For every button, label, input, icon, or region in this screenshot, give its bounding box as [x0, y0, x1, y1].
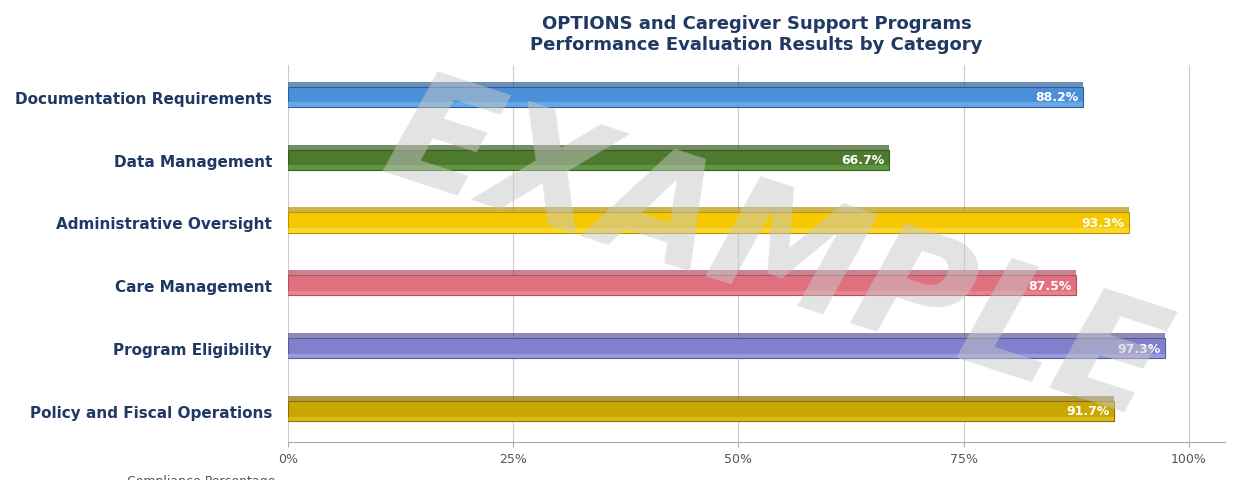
Bar — [288, 150, 889, 170]
Bar — [288, 291, 1076, 296]
Bar — [288, 354, 1164, 359]
Text: 97.3%: 97.3% — [1117, 342, 1161, 355]
Bar — [288, 145, 889, 150]
Bar — [288, 228, 1128, 233]
Bar — [288, 333, 1164, 338]
Text: 66.7%: 66.7% — [841, 154, 884, 167]
Text: 91.7%: 91.7% — [1066, 405, 1110, 418]
Bar — [288, 213, 1128, 233]
Bar — [288, 338, 1164, 359]
Text: Compliance Percentage: Compliance Percentage — [128, 474, 275, 480]
Bar — [288, 276, 1076, 296]
Bar — [288, 88, 1083, 108]
Bar — [288, 417, 1115, 421]
Bar — [288, 103, 1083, 108]
Bar — [288, 166, 889, 170]
Bar — [288, 271, 1076, 276]
Bar — [288, 401, 1115, 421]
Bar — [288, 208, 1128, 213]
Bar — [288, 396, 1115, 401]
Text: 93.3%: 93.3% — [1081, 216, 1125, 229]
Text: EXAMPLE: EXAMPLE — [368, 60, 1182, 449]
Text: 87.5%: 87.5% — [1028, 279, 1071, 292]
Text: 88.2%: 88.2% — [1035, 91, 1078, 104]
Bar — [288, 83, 1083, 88]
Title: OPTIONS and Caregiver Support Programs
Performance Evaluation Results by Categor: OPTIONS and Caregiver Support Programs P… — [531, 15, 982, 54]
